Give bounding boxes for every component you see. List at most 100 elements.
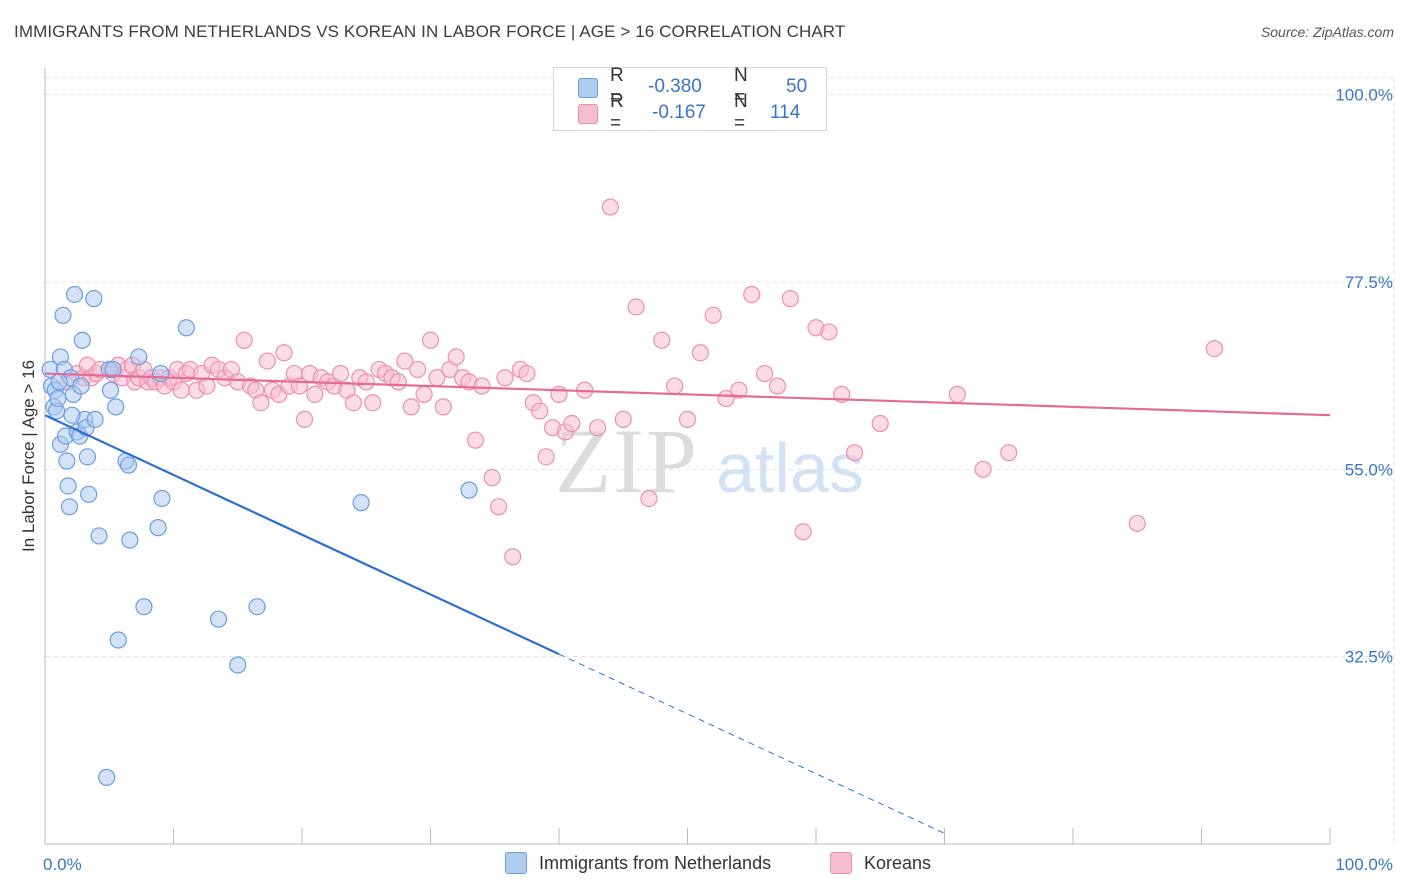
- netherlands-point: [73, 331, 91, 349]
- korean-point: [1205, 339, 1223, 358]
- korean-point: [258, 352, 276, 370]
- netherlands-point: [107, 398, 125, 416]
- netherlands-point: [101, 381, 120, 399]
- korean-point: [974, 460, 992, 478]
- legend-r-value: -0.167: [652, 102, 706, 123]
- legend-r-label: R =: [610, 91, 624, 134]
- legend-n-value: 114: [770, 102, 801, 123]
- korean-point: [601, 198, 620, 216]
- chart-title: IMMIGRANTS FROM NETHERLANDS VS KOREAN IN…: [14, 22, 846, 41]
- korean-point: [295, 410, 314, 428]
- korean-point: [235, 331, 253, 349]
- netherlands-point: [86, 410, 104, 428]
- tick-labels: 32.5% 55.0% 77.5% 100.0% 0.0% 100.0%: [43, 86, 1393, 874]
- axes: [44, 68, 1331, 845]
- korean-point: [518, 364, 536, 383]
- korean-point: [743, 285, 761, 304]
- koreans-trend-line: [44, 372, 1331, 417]
- korean-point: [496, 369, 514, 387]
- korean-point: [306, 385, 324, 403]
- netherlands-trend-extension: [558, 653, 945, 834]
- legend-r-value: -0.380: [648, 76, 702, 97]
- bottom-legend-label: Immigrants from Netherlands: [539, 852, 772, 873]
- korean-point: [357, 373, 375, 391]
- trend-lines: [44, 372, 1331, 834]
- korean-point: [389, 373, 407, 391]
- netherlands-trend-line: [44, 414, 560, 656]
- netherlands-point: [121, 531, 139, 549]
- netherlands-point: [98, 768, 116, 786]
- korean-point: [563, 414, 581, 433]
- korean-point: [447, 348, 465, 366]
- korean-point: [794, 523, 812, 541]
- korean-point: [421, 331, 440, 349]
- netherlands-point: [65, 285, 84, 304]
- korean-point: [871, 414, 889, 433]
- korean-point: [252, 394, 270, 412]
- korean-point: [402, 398, 420, 416]
- korean-point: [948, 385, 966, 403]
- korean-point: [768, 377, 787, 395]
- watermark: ZIP atlas: [555, 410, 864, 512]
- netherlands-point: [72, 377, 90, 395]
- legend-n-label: N =: [734, 65, 748, 108]
- netherlands-point: [90, 527, 108, 545]
- netherlands-point: [177, 319, 195, 337]
- netherlands-point: [130, 348, 148, 366]
- netherlands-point: [85, 290, 103, 308]
- y-tick-label: 77.5%: [1345, 273, 1393, 292]
- korean-point: [409, 360, 427, 379]
- netherlands-point: [153, 489, 171, 508]
- y-tick-label: 32.5%: [1345, 648, 1393, 667]
- watermark-atlas: atlas: [716, 429, 864, 507]
- korean-point: [504, 548, 522, 566]
- netherlands-point: [49, 389, 67, 408]
- legend-swatch-blue: [578, 78, 598, 98]
- korean-point: [755, 364, 774, 383]
- netherlands-point: [78, 448, 97, 466]
- legend-r-label: R =: [610, 65, 624, 108]
- korean-point: [396, 352, 414, 370]
- korean-point: [434, 398, 452, 416]
- y-tick-label: 55.0%: [1345, 460, 1393, 479]
- legend-n-label: N =: [734, 91, 748, 134]
- korean-point: [653, 331, 671, 349]
- korean-point: [275, 344, 293, 362]
- korean-point: [1000, 444, 1018, 462]
- netherlands-point: [149, 519, 167, 537]
- korean-point: [614, 410, 632, 428]
- korean-point: [781, 290, 799, 308]
- legend-n-value: 50: [786, 76, 808, 97]
- bottom-swatch-blue: [505, 852, 527, 874]
- bottom-swatch-pink: [830, 852, 852, 874]
- korean-point: [691, 344, 709, 362]
- netherlands-point: [58, 452, 76, 470]
- netherlands-point: [229, 656, 247, 674]
- korean-point: [588, 419, 607, 437]
- korean-point: [331, 364, 350, 383]
- bottom-legend-koreans: Koreans: [830, 852, 931, 874]
- korean-point: [666, 377, 684, 395]
- netherlands-point: [109, 631, 127, 649]
- korean-point: [490, 498, 508, 516]
- y-axis-label: In Labor Force | Age > 16: [19, 360, 38, 552]
- netherlands-point: [209, 610, 228, 628]
- korean-point: [531, 402, 549, 420]
- korean-point: [172, 381, 190, 399]
- bottom-legend-label: Koreans: [864, 852, 932, 873]
- netherlands-point: [54, 306, 72, 324]
- korean-point: [845, 444, 864, 462]
- korean-point: [473, 377, 491, 395]
- netherlands-point: [248, 598, 266, 616]
- korean-point: [640, 489, 658, 508]
- netherlands-point: [63, 406, 81, 424]
- y-tick-label: 100.0%: [1335, 86, 1393, 105]
- netherlands-point: [50, 373, 68, 391]
- netherlands-points: [41, 285, 478, 786]
- korean-point: [466, 431, 485, 449]
- korean-point: [344, 394, 362, 412]
- netherlands-point: [104, 360, 122, 379]
- korean-point: [730, 381, 748, 399]
- x-tick-label: 0.0%: [43, 855, 82, 874]
- chart-source: Source: ZipAtlas.com: [1260, 24, 1394, 40]
